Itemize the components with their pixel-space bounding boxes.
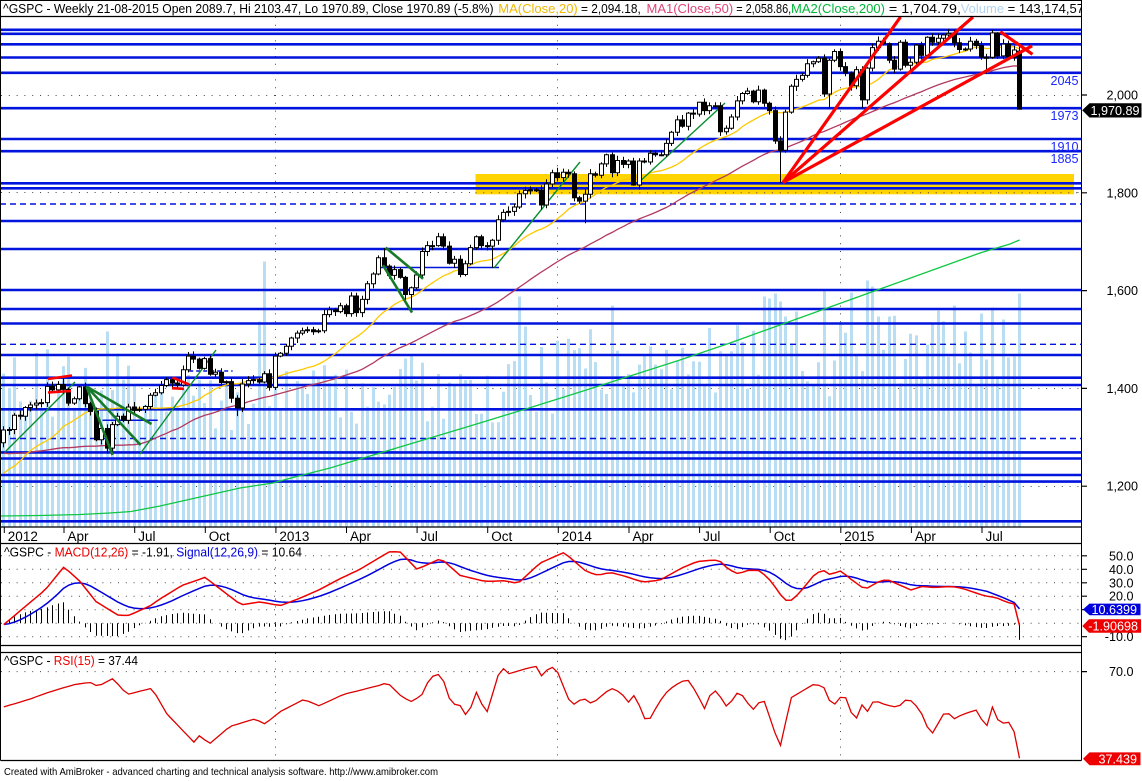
svg-text:2015: 2015 [844,529,874,544]
svg-text:Oct: Oct [774,529,795,544]
svg-text:^GSPC - RSI(15) = 37.44: ^GSPC - RSI(15) = 37.44 [4,653,138,668]
svg-text:Apr: Apr [68,529,90,544]
svg-text:1,200: 1,200 [1106,480,1138,494]
svg-text:30.0: 30.0 [1109,576,1134,590]
svg-text:Jul: Jul [138,529,155,544]
svg-text:^GSPC - Weekly 21-08-2015 Open: ^GSPC - Weekly 21-08-2015 Open 2089.7, H… [3,1,1102,16]
svg-text:Apr: Apr [915,529,937,544]
svg-text:2014: 2014 [562,529,593,544]
svg-text:Apr: Apr [350,529,372,544]
svg-text:^GSPC - MACD(12,26) = -1.91, S: ^GSPC - MACD(12,26) = -1.91, Signal(12,2… [4,545,302,560]
svg-text:50.0: 50.0 [1109,549,1134,563]
svg-text:1,600: 1,600 [1106,284,1138,298]
svg-text:2,000: 2,000 [1106,89,1138,103]
svg-text:10.6399: 10.6399 [1091,603,1137,617]
svg-text:1,970.89: 1,970.89 [1090,104,1139,118]
svg-text:Created with AmiBroker - advan: Created with AmiBroker - advanced charti… [4,766,438,778]
svg-text:2013: 2013 [279,529,309,544]
svg-text:70.0: 70.0 [1109,665,1134,679]
svg-text:40.0: 40.0 [1109,563,1134,577]
svg-text:-1.90698: -1.90698 [1088,620,1138,634]
svg-text:-10.0: -10.0 [1105,630,1134,644]
svg-text:Jul: Jul [421,529,438,544]
svg-text:Jul: Jul [986,529,1003,544]
svg-text:20.0: 20.0 [1109,590,1134,604]
svg-text:1,400: 1,400 [1106,382,1138,396]
svg-text:1973: 1973 [1050,109,1078,123]
svg-text:1910: 1910 [1050,140,1078,154]
svg-text:37.439: 37.439 [1098,752,1137,766]
svg-text:2012: 2012 [8,529,38,544]
svg-text:2045: 2045 [1050,74,1078,88]
svg-text:Oct: Oct [491,529,512,544]
svg-text:Oct: Oct [209,529,230,544]
svg-text:Jul: Jul [703,529,720,544]
svg-text:1885: 1885 [1050,152,1078,166]
svg-text:Apr: Apr [633,529,655,544]
svg-text:1,800: 1,800 [1106,186,1138,200]
